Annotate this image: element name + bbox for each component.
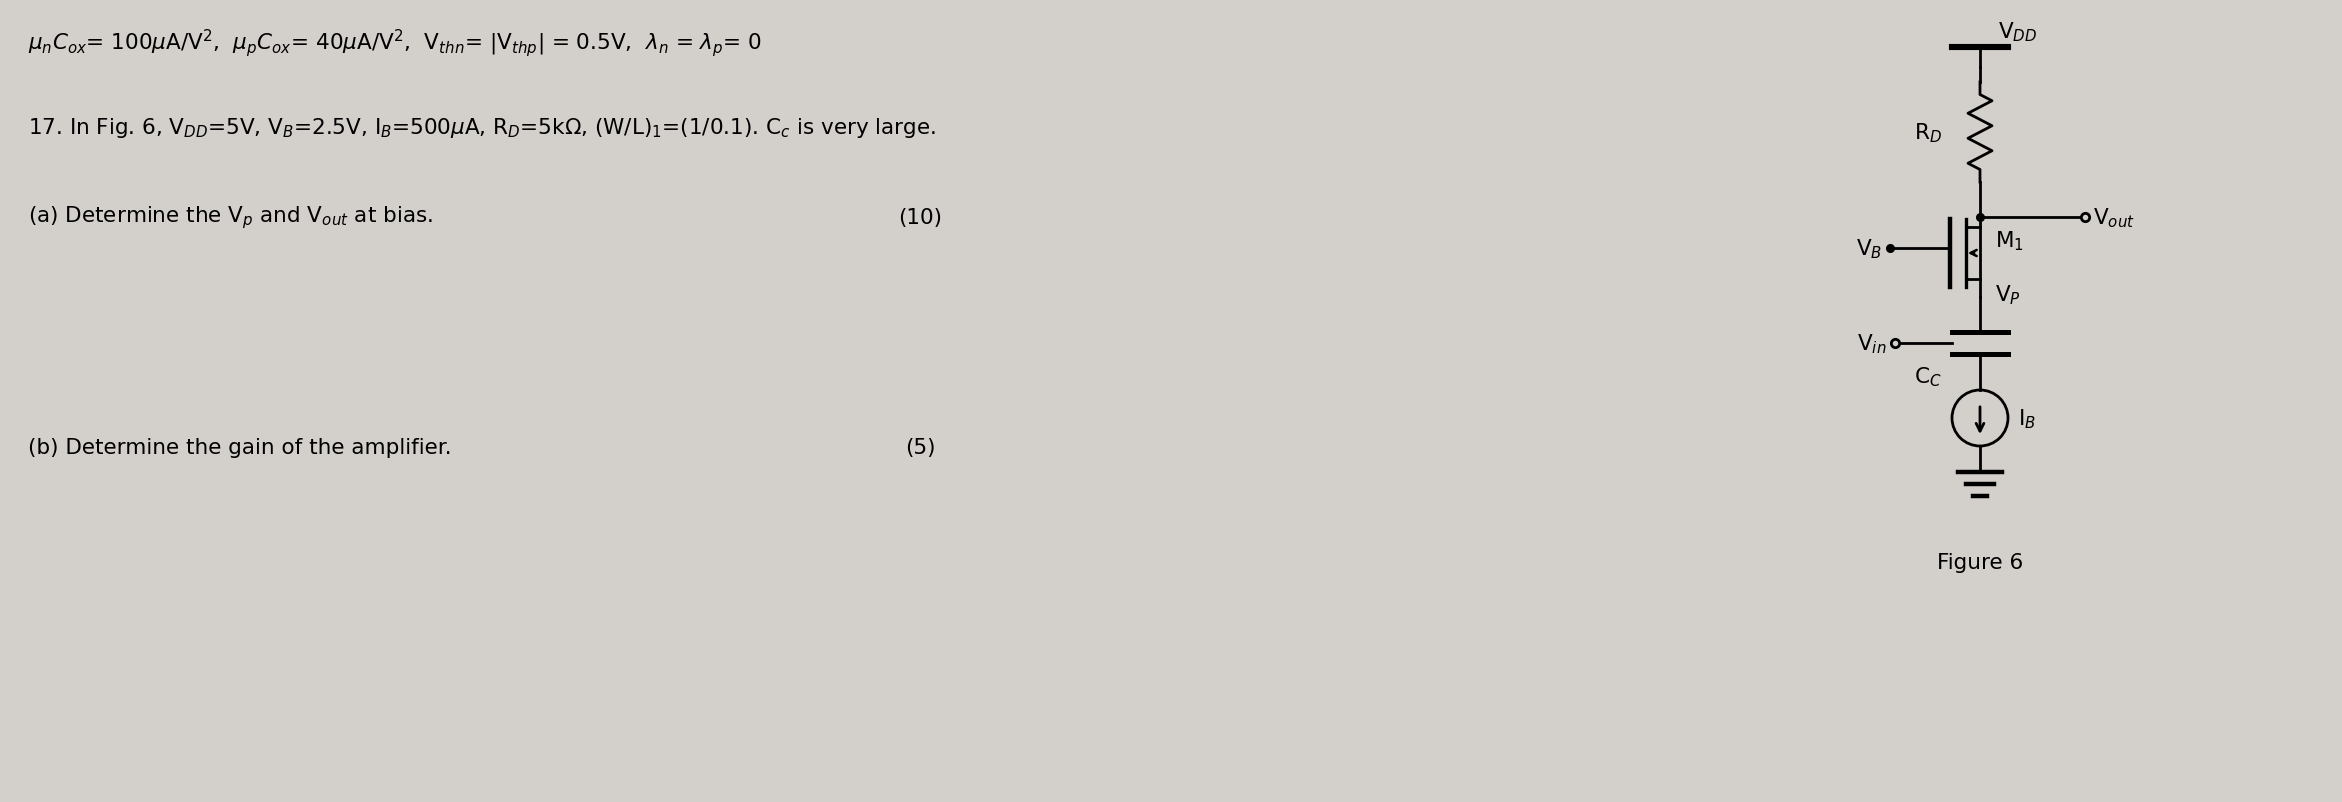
Text: C$_C$: C$_C$ <box>1913 365 1942 388</box>
Text: V$_B$: V$_B$ <box>1855 237 1883 261</box>
Text: (b) Determine the gain of the amplifier.: (b) Determine the gain of the amplifier. <box>28 437 452 457</box>
Text: V$_{DD}$: V$_{DD}$ <box>1998 20 2038 44</box>
Text: (5): (5) <box>904 437 934 457</box>
Text: I$_B$: I$_B$ <box>2019 407 2035 430</box>
Text: $\mu_n C_{ox}$= 100$\mu$A/V$^2$,  $\mu_p C_{ox}$= 40$\mu$A/V$^2$,  V$_{thn}$= |V: $\mu_n C_{ox}$= 100$\mu$A/V$^2$, $\mu_p … <box>28 27 761 59</box>
Text: (a) Determine the V$_p$ and V$_{out}$ at bias.: (a) Determine the V$_p$ and V$_{out}$ at… <box>28 205 433 231</box>
Text: V$_{out}$: V$_{out}$ <box>2094 206 2136 229</box>
Text: V$_{in}$: V$_{in}$ <box>1857 332 1888 355</box>
Text: 17. In Fig. 6, V$_{DD}$=5V, V$_B$=2.5V, I$_B$=500$\mu$A, R$_D$=5k$\Omega$, (W/L): 17. In Fig. 6, V$_{DD}$=5V, V$_B$=2.5V, … <box>28 115 937 140</box>
Text: M$_1$: M$_1$ <box>1995 229 2023 253</box>
Text: (10): (10) <box>897 208 941 228</box>
Text: V$_P$: V$_P$ <box>1995 283 2021 306</box>
Text: R$_D$: R$_D$ <box>1913 121 1942 144</box>
Text: Figure 6: Figure 6 <box>1937 553 2023 573</box>
